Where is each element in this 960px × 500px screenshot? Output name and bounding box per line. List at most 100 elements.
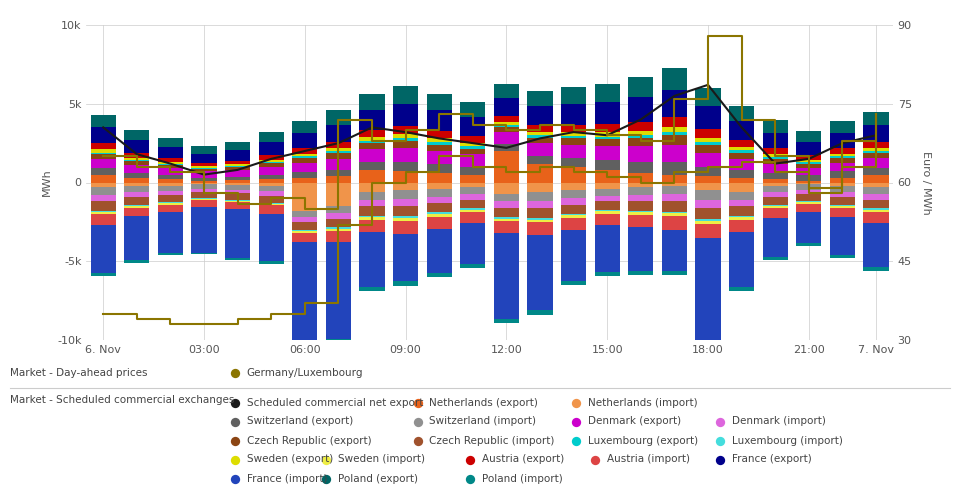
Bar [225, 167, 251, 170]
Bar [527, 235, 553, 310]
Bar [90, 150, 116, 152]
Bar [561, 190, 587, 198]
Bar [729, 106, 755, 121]
Bar [561, 104, 587, 124]
Bar [661, 117, 687, 127]
Bar [729, 121, 755, 140]
Bar [90, 152, 116, 154]
Bar [460, 174, 486, 182]
Bar [493, 151, 519, 182]
Bar [258, 167, 284, 175]
Bar [594, 182, 620, 189]
Point [289, 310, 304, 318]
Bar [292, 231, 318, 233]
Text: Czech Republic (export): Czech Republic (export) [247, 436, 372, 446]
Bar [661, 162, 687, 174]
Bar [292, 242, 318, 345]
Bar [796, 168, 822, 175]
Bar [325, 154, 351, 159]
Bar [157, 138, 183, 147]
Bar [863, 142, 889, 148]
Bar [157, 212, 183, 253]
Bar [695, 208, 721, 218]
Bar [561, 230, 587, 280]
Point [649, 396, 664, 404]
Bar [393, 172, 419, 182]
Bar [796, 200, 822, 202]
Bar [594, 160, 620, 170]
Bar [527, 310, 553, 314]
Bar [359, 216, 385, 217]
Bar [863, 150, 889, 152]
Bar [829, 182, 855, 186]
Bar [359, 192, 385, 200]
Bar [762, 154, 788, 157]
Bar [426, 272, 452, 277]
Bar [493, 221, 519, 232]
Bar [594, 202, 620, 210]
Bar [729, 159, 755, 170]
Bar [157, 202, 183, 203]
Bar [762, 192, 788, 196]
Bar [157, 168, 183, 175]
Bar [695, 182, 721, 190]
Bar [124, 192, 150, 196]
Bar [359, 162, 385, 170]
Bar [292, 217, 318, 222]
Bar [325, 231, 351, 242]
Bar [796, 204, 822, 212]
Bar [258, 261, 284, 264]
Point [380, 396, 396, 404]
Bar [829, 148, 855, 154]
Text: Scheduled commercial net export: Scheduled commercial net export [247, 398, 423, 407]
Bar [493, 125, 519, 128]
Bar [258, 202, 284, 203]
Bar [762, 180, 788, 182]
Bar [661, 174, 687, 182]
Bar [124, 196, 150, 204]
Bar [762, 132, 788, 148]
Bar [393, 221, 419, 234]
Bar [393, 148, 419, 162]
Bar [225, 170, 251, 176]
Bar [426, 189, 452, 196]
Bar [762, 204, 788, 206]
Bar [561, 136, 587, 138]
Text: Netherlands (import): Netherlands (import) [588, 398, 697, 407]
Bar [796, 164, 822, 168]
Bar [762, 182, 788, 186]
Text: Switzerland (export): Switzerland (export) [247, 416, 353, 426]
Bar [225, 185, 251, 190]
Bar [460, 136, 486, 143]
Bar [124, 216, 150, 260]
Bar [124, 153, 150, 158]
Bar [829, 255, 855, 258]
Bar [157, 158, 183, 162]
Bar [393, 216, 419, 218]
Bar [628, 182, 654, 187]
Bar [292, 182, 318, 211]
Bar [325, 110, 351, 124]
Bar [359, 130, 385, 137]
Bar [594, 124, 620, 132]
Bar [493, 208, 519, 217]
Bar [258, 163, 284, 167]
Bar [695, 152, 721, 167]
Bar [762, 157, 788, 159]
Bar [628, 138, 654, 146]
Bar [460, 200, 486, 208]
Bar [829, 186, 855, 192]
Bar [628, 187, 654, 195]
Bar [157, 164, 183, 165]
Bar [359, 232, 385, 286]
Bar [594, 196, 620, 202]
Bar [796, 160, 822, 162]
Text: Netherlands (export): Netherlands (export) [429, 398, 538, 407]
Bar [393, 138, 419, 141]
Bar [863, 125, 889, 142]
Point [524, 396, 540, 404]
Point [289, 378, 304, 386]
Bar [393, 104, 419, 126]
Bar [426, 182, 452, 189]
Bar [493, 128, 519, 132]
